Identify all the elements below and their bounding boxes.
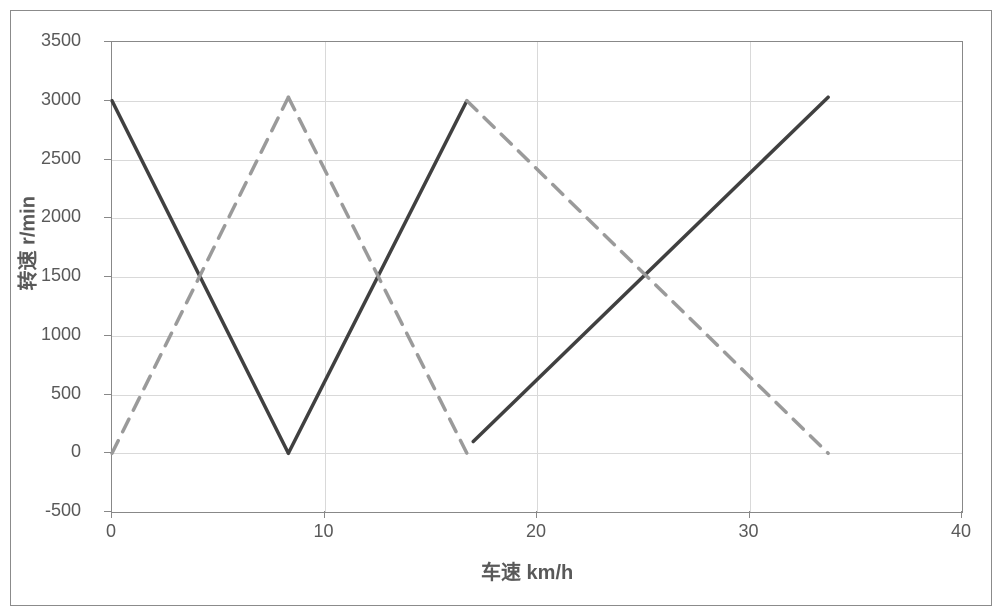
- x-tick-label: 30: [729, 521, 769, 542]
- y-tick-label: 3000: [21, 89, 81, 110]
- x-tick: [961, 511, 962, 518]
- y-tick: [104, 276, 111, 277]
- x-tick: [536, 511, 537, 518]
- series-lines: [112, 42, 962, 512]
- x-tick: [111, 511, 112, 518]
- y-tick: [104, 511, 111, 512]
- y-tick: [104, 100, 111, 101]
- x-tick-label: 40: [941, 521, 981, 542]
- y-tick: [104, 217, 111, 218]
- x-tick-label: 0: [91, 521, 131, 542]
- y-tick: [104, 159, 111, 160]
- chart-frame: -5000500100015002000250030003500 0102030…: [10, 10, 992, 606]
- series-solid-3: [473, 97, 828, 441]
- series-dashed-3: [467, 101, 828, 454]
- x-axis-title: 车速 km/h: [481, 556, 573, 585]
- y-tick: [104, 41, 111, 42]
- x-tick-label: 10: [304, 521, 344, 542]
- y-tick-label: 2500: [21, 148, 81, 169]
- y-tick-label: 3500: [21, 30, 81, 51]
- y-tick-label: -500: [21, 500, 81, 521]
- y-axis-title: 转速 r/min: [12, 196, 41, 290]
- plot-area: [111, 41, 963, 513]
- y-tick: [104, 394, 111, 395]
- y-tick-label: 0: [21, 441, 81, 462]
- x-tick-label: 20: [516, 521, 556, 542]
- y-tick: [104, 452, 111, 453]
- x-tick: [749, 511, 750, 518]
- x-tick: [324, 511, 325, 518]
- y-tick-label: 500: [21, 383, 81, 404]
- y-tick-label: 1000: [21, 324, 81, 345]
- y-tick: [104, 335, 111, 336]
